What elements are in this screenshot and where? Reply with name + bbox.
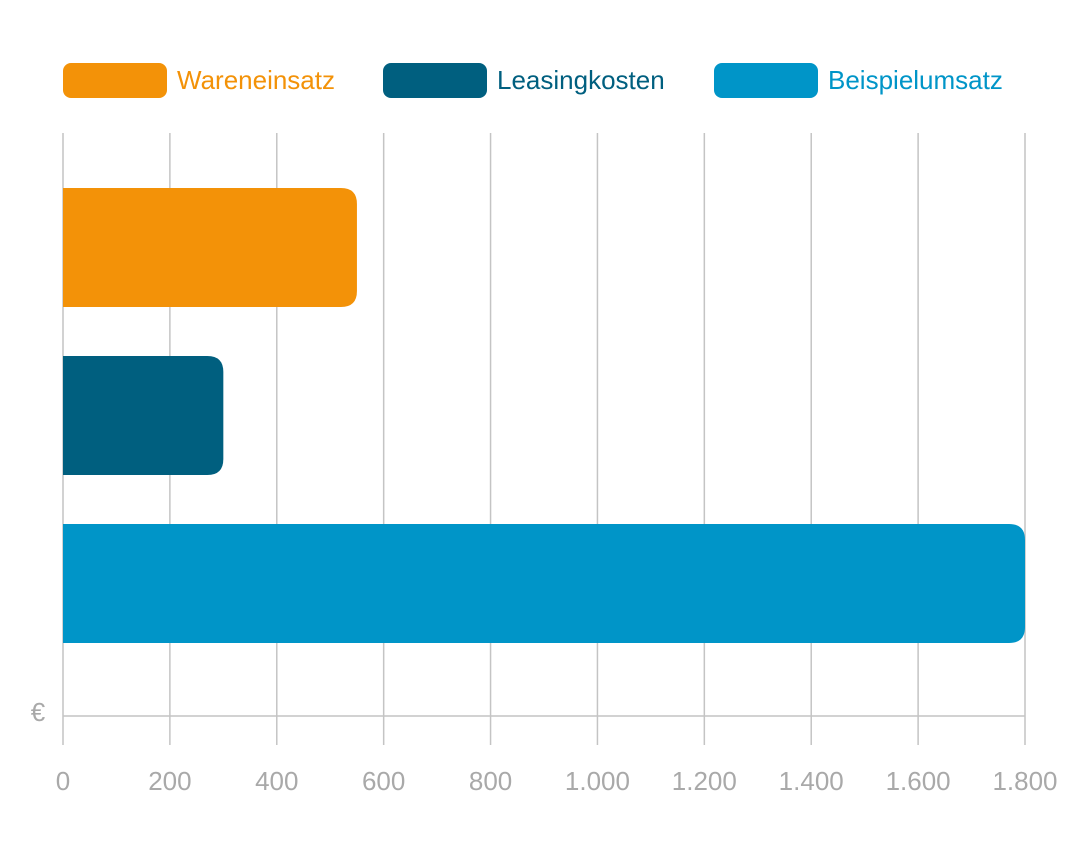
legend-swatch — [383, 63, 487, 98]
legend-swatch — [714, 63, 818, 98]
bar — [63, 356, 224, 475]
unit-label: € — [31, 697, 46, 727]
x-tick-label: 1.800 — [992, 766, 1057, 796]
x-tick-label: 800 — [469, 766, 512, 796]
legend-label: Leasingkosten — [497, 65, 665, 95]
bar — [63, 524, 1025, 643]
bar — [63, 188, 357, 307]
x-tick-label: 1.200 — [672, 766, 737, 796]
legend-swatch — [63, 63, 167, 98]
legend-label: Beispielumsatz — [828, 65, 1003, 95]
x-tick-label: 600 — [362, 766, 405, 796]
x-tick-label: 1.000 — [565, 766, 630, 796]
x-tick-label: 200 — [148, 766, 191, 796]
legend-label: Wareneinsatz — [177, 65, 335, 95]
x-tick-label: 0 — [56, 766, 70, 796]
x-tick-label: 1.400 — [779, 766, 844, 796]
x-tick-label: 400 — [255, 766, 298, 796]
x-tick-label: 1.600 — [886, 766, 951, 796]
